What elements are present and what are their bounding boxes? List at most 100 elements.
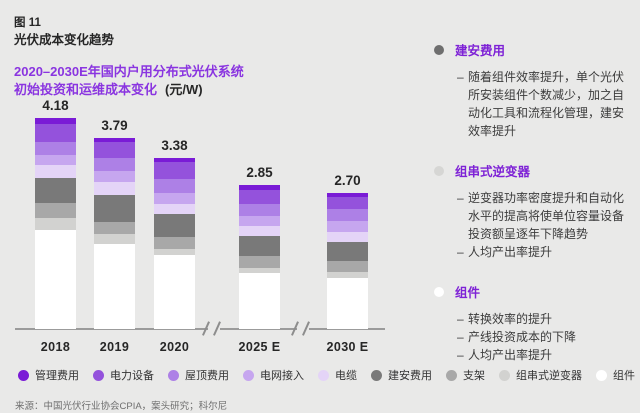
legend-item-组串式逆变器: 组串式逆变器 <box>499 367 582 383</box>
bar-segment-组件 <box>154 255 195 329</box>
legend-label: 管理费用 <box>35 370 79 382</box>
legend-label: 支架 <box>463 370 485 382</box>
panel-title: 组件 <box>455 286 481 300</box>
legend-item-电缆: 电缆 <box>318 367 357 383</box>
bullet-text: 转换效率的提升 <box>468 312 553 326</box>
bar-segment-电力设备 <box>94 141 135 158</box>
bar-segment-屋顶费用 <box>154 178 195 194</box>
x-axis-label-2018: 2018 <box>40 340 71 354</box>
bar-2020 <box>154 158 195 329</box>
legend-dot-icon <box>371 369 382 381</box>
bar-segment-电缆 <box>239 226 280 237</box>
bar-2018 <box>35 117 76 329</box>
bar-segment-屋顶费用 <box>239 203 280 216</box>
bar-segment-支架 <box>154 237 195 249</box>
bar-2025E <box>239 185 280 329</box>
figure-title: 光伏成本变化趋势 <box>14 33 115 47</box>
bullet-text: 随着组件效率提升，单个光伏所安装组件个数减少，加之自动化工具和流程化管理，建安效… <box>468 70 625 138</box>
panel-bullet-list: – 转换效率的提升 – 产线投资成本的下降 – 人均产出率提升 <box>457 310 634 364</box>
bar-total-label: 2.70 <box>334 172 361 188</box>
bar-segment-管理费用 <box>327 192 368 198</box>
panel-dot-icon <box>434 286 444 297</box>
panel-section-组串式逆变器: 组串式逆变器 – 逆变器功率密度提升和自动化水平的提高将使单位容量设备投资额呈逐年下… <box>434 161 634 261</box>
legend-dot-icon <box>596 369 607 381</box>
bar-segment-建安费用 <box>94 195 135 222</box>
bar-segment-支架 <box>327 260 368 272</box>
panel-bullet: – 人均产出率提升 <box>457 243 634 261</box>
x-axis-label-2020: 2020 <box>159 340 190 354</box>
bar-segment-组件 <box>94 243 135 329</box>
bullet-dash-icon: – <box>457 312 464 326</box>
bar-segment-建安费用 <box>154 214 195 238</box>
bar-2030E <box>327 192 368 329</box>
bar-segment-电网接入 <box>35 154 76 165</box>
chart-legend: 管理费用 电力设备 屋顶费用 电网接入 电缆 建安费用 支架 组串式逆变器 组件 <box>18 367 638 383</box>
panel-dot-icon <box>434 165 444 176</box>
bar-segment-电网接入 <box>94 171 135 182</box>
legend-dot-icon <box>318 369 329 381</box>
legend-label: 电缆 <box>335 370 357 382</box>
axis-break-icon <box>291 320 312 338</box>
bar-segment-屋顶费用 <box>327 209 368 222</box>
bar-segment-电缆 <box>327 231 368 242</box>
legend-item-组件: 组件 <box>596 367 635 383</box>
bar-total-label: 3.38 <box>161 138 188 154</box>
panel-section-建安费用: 建安费用 – 随着组件效率提升，单个光伏所安装组件个数减少，加之自动化工具和流程化管… <box>434 40 634 140</box>
stacked-bar-chart: 4.18 3.79 3.38 2.85 2.70 <box>0 98 420 329</box>
panel-bullet: – 随着组件效率提升，单个光伏所安装组件个数减少，加之自动化工具和流程化管理，建安… <box>457 68 634 140</box>
bar-segment-电力设备 <box>327 197 368 210</box>
bar-segment-管理费用 <box>94 137 135 142</box>
panel-bullet-list: – 逆变器功率密度提升和自动化水平的提高将使单位容量设备投资额呈逐年下降趋势 – 人均… <box>457 189 634 261</box>
bar-segment-电力设备 <box>35 123 76 142</box>
bullet-text: 产线投资成本的下降 <box>468 330 577 344</box>
bullet-text: 人均产出率提升 <box>468 245 553 259</box>
panel-heading: 建安费用 <box>434 40 634 59</box>
legend-item-支架: 支架 <box>446 367 485 383</box>
legend-label: 组件 <box>613 370 635 382</box>
bullet-dash-icon: – <box>457 330 464 344</box>
bar-segment-组串式逆变器 <box>239 267 280 273</box>
legend-dot-icon <box>168 369 179 381</box>
bullet-dash-icon: – <box>457 348 464 362</box>
legend-item-电力设备: 电力设备 <box>93 367 154 383</box>
panel-bullet: – 人均产出率提升 <box>457 346 634 364</box>
bar-segment-管理费用 <box>239 185 280 190</box>
x-axis-line <box>15 328 385 330</box>
bar-segment-组件 <box>327 278 368 329</box>
bullet-text: 逆变器功率密度提升和自动化水平的提高将使单位容量设备投资额呈逐年下降趋势 <box>468 191 625 241</box>
panel-title: 建安费用 <box>455 44 506 58</box>
bar-segment-建安费用 <box>35 178 76 204</box>
chart-subtitle-line1: 2020–2030E年国内户用分布式光伏系统 <box>14 64 244 79</box>
legend-label: 建安费用 <box>388 370 432 382</box>
legend-label: 电网接入 <box>260 370 304 382</box>
panel-dot-icon <box>434 44 444 55</box>
x-axis-label-2030E: 2030 E <box>326 340 369 354</box>
bar-segment-组串式逆变器 <box>327 271 368 278</box>
axis-break-icon <box>202 320 223 338</box>
panel-bullet-list: – 随着组件效率提升，单个光伏所安装组件个数减少，加之自动化工具和流程化管理，建安… <box>457 68 634 140</box>
bullet-dash-icon: – <box>457 245 464 259</box>
legend-item-建安费用: 建安费用 <box>371 367 432 383</box>
chart-subtitle-text: 初始投资和运维成本变化 <box>14 82 158 97</box>
bar-segment-组串式逆变器 <box>94 233 135 244</box>
bar-segment-电缆 <box>94 181 135 196</box>
bar-segment-支架 <box>94 221 135 234</box>
panel-bullet: – 逆变器功率密度提升和自动化水平的提高将使单位容量设备投资额呈逐年下降趋势 <box>457 189 634 243</box>
bar-total-label: 3.79 <box>101 117 128 133</box>
chart-unit-label: (元/W) <box>165 82 203 97</box>
panel-bullet: – 产线投资成本的下降 <box>457 328 634 346</box>
panel-title: 组串式逆变器 <box>455 165 531 179</box>
bullet-dash-icon: – <box>457 70 464 84</box>
x-axis-label-2025E: 2025 E <box>238 340 281 354</box>
legend-dot-icon <box>499 369 510 381</box>
bar-segment-组串式逆变器 <box>154 248 195 256</box>
legend-label: 屋顶费用 <box>185 370 229 382</box>
bar-segment-组件 <box>239 272 280 329</box>
panel-section-组件: 组件 – 转换效率的提升 – 产线投资成本的下降 – 人均产出率提升 <box>434 282 634 364</box>
bullet-dash-icon: – <box>457 191 464 205</box>
bar-segment-支架 <box>35 203 76 219</box>
bar-segment-管理费用 <box>35 117 76 124</box>
bar-segment-组串式逆变器 <box>35 218 76 231</box>
legend-item-管理费用: 管理费用 <box>18 367 79 383</box>
bar-segment-电网接入 <box>327 221 368 232</box>
